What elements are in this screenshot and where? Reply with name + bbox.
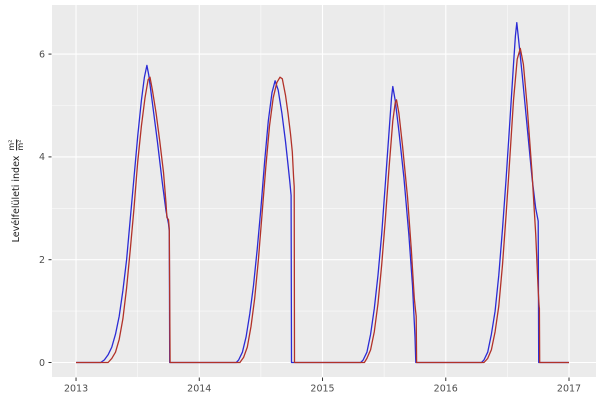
unit-numerator: m² bbox=[7, 139, 17, 151]
x-tick-label: 2014 bbox=[187, 384, 211, 395]
x-tick-label: 2017 bbox=[557, 384, 581, 395]
series-line-simulated-blue bbox=[76, 22, 569, 364]
x-tick-label: 2015 bbox=[310, 384, 334, 395]
y-tick-label: 0 bbox=[39, 358, 45, 369]
y-tick-label: 4 bbox=[39, 152, 45, 163]
panel-background bbox=[52, 5, 596, 377]
x-tick-label: 2016 bbox=[434, 384, 458, 395]
y-axis-title: Levélfelületi index m² m² bbox=[7, 139, 26, 243]
unit-denominator: m² bbox=[16, 139, 26, 151]
x-tick-label: 2013 bbox=[64, 384, 88, 395]
y-axis-title-text: Levélfelületi index bbox=[11, 155, 23, 243]
y-tick-label: 2 bbox=[39, 255, 45, 266]
y-tick-label: 6 bbox=[39, 49, 45, 60]
series-line-observed-red bbox=[76, 47, 569, 364]
y-axis-unit-fraction: m² m² bbox=[7, 139, 26, 151]
